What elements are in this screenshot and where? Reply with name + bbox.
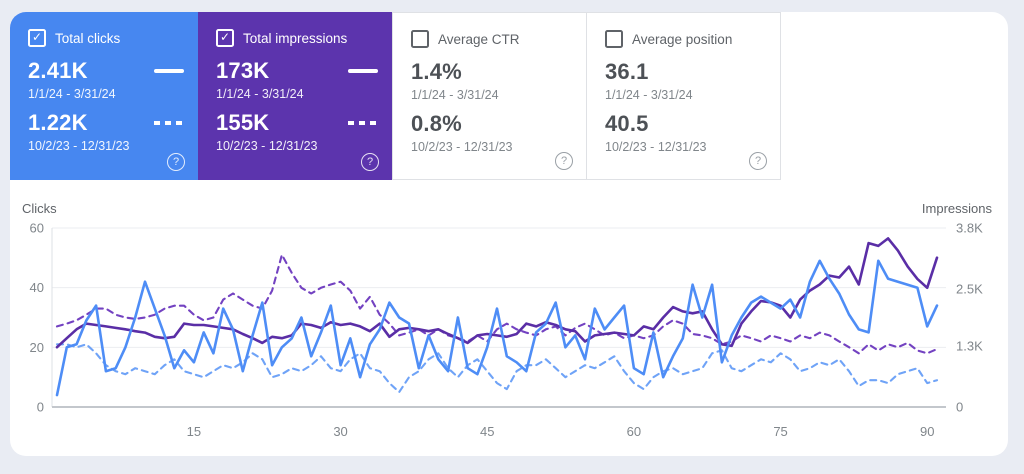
current-range: 1/1/24 - 3/31/24 — [216, 87, 304, 101]
current-value: 36.1 — [605, 59, 649, 84]
x-axis-tick-label: 90 — [920, 424, 934, 439]
x-axis-tick-label: 15 — [187, 424, 201, 439]
previous-value: 40.5 — [605, 111, 649, 136]
x-axis-tick-label: 75 — [773, 424, 787, 439]
left-axis-tick-label: 20 — [30, 340, 44, 355]
checkbox-checked-icon[interactable]: ✓ — [28, 29, 46, 47]
series-line-impressions-solid — [55, 237, 939, 349]
previous-range: 10/2/23 - 12/31/23 — [216, 139, 318, 153]
current-value: 2.41K — [28, 58, 88, 83]
previous-value: 1.22K — [28, 110, 88, 135]
performance-chart: Clicks Impressions 0 20 40 60 0 1.3K 2.5K 3.8K 1… — [10, 180, 1008, 456]
help-icon[interactable]: ? — [361, 153, 379, 171]
previous-value: 155K — [216, 110, 270, 135]
card-average-ctr[interactable]: Average CTR 1.4% 1/1/24 - 3/31/24 0.8% 1… — [392, 12, 587, 180]
x-axis-tick-label: 30 — [333, 424, 347, 439]
card-label: Total clicks — [55, 30, 121, 46]
checkbox-unchecked-icon[interactable] — [411, 30, 429, 48]
left-axis-tick-label: 0 — [37, 400, 44, 415]
previous-period-line-indicator-icon — [154, 121, 184, 125]
current-period-line-indicator-icon — [154, 69, 184, 73]
series-line-impressions-dashed — [55, 253, 939, 355]
card-average-position[interactable]: Average position 36.1 1/1/24 - 3/31/24 4… — [586, 12, 781, 180]
current-value: 1.4% — [411, 59, 462, 84]
series-line-clicks-dashed — [55, 343, 939, 394]
help-icon[interactable]: ? — [749, 152, 767, 170]
card-label: Total impressions — [243, 30, 348, 46]
card-total-impressions[interactable]: ✓ Total impressions 173K 1/1/24 - 3/31/2… — [198, 12, 392, 180]
previous-period-line-indicator-icon — [348, 121, 378, 125]
x-axis-tick-label: 45 — [480, 424, 494, 439]
card-total-clicks[interactable]: ✓ Total clicks 2.41K 1/1/24 - 3/31/24 1.… — [10, 12, 198, 180]
right-axis-tick-label: 1.3K — [956, 338, 983, 353]
current-range: 1/1/24 - 3/31/24 — [605, 88, 693, 102]
current-range: 1/1/24 - 3/31/24 — [411, 88, 499, 102]
right-axis-tick-label: 3.8K — [956, 221, 983, 236]
current-period-line-indicator-icon — [348, 69, 378, 73]
previous-range: 10/2/23 - 12/31/23 — [411, 140, 513, 154]
previous-range: 10/2/23 - 12/31/23 — [605, 140, 707, 154]
left-axis-title: Clicks — [22, 201, 57, 216]
right-axis-tick-label: 2.5K — [956, 282, 983, 297]
metric-card-row: ✓ Total clicks 2.41K 1/1/24 - 3/31/24 1.… — [10, 12, 1008, 180]
card-label: Average CTR — [438, 31, 520, 47]
current-value: 173K — [216, 58, 270, 83]
help-icon[interactable]: ? — [167, 153, 185, 171]
x-axis-tick-label: 60 — [627, 424, 641, 439]
performance-chart-svg: 0 20 40 60 0 1.3K 2.5K 3.8K 15 30 45 60 75 90 — [30, 221, 984, 440]
checkbox-unchecked-icon[interactable] — [605, 30, 623, 48]
checkbox-checked-icon[interactable]: ✓ — [216, 29, 234, 47]
previous-range: 10/2/23 - 12/31/23 — [28, 139, 130, 153]
left-axis-tick-label: 40 — [30, 280, 44, 295]
previous-value: 0.8% — [411, 111, 462, 136]
series-line-clicks-solid — [55, 259, 939, 397]
performance-panel: ✓ Total clicks 2.41K 1/1/24 - 3/31/24 1.… — [10, 12, 1008, 456]
help-icon[interactable]: ? — [555, 152, 573, 170]
card-label: Average position — [632, 31, 733, 47]
current-range: 1/1/24 - 3/31/24 — [28, 87, 116, 101]
right-axis-tick-label: 0 — [956, 400, 963, 415]
left-axis-tick-label: 60 — [30, 221, 44, 236]
right-axis-title: Impressions — [921, 201, 992, 216]
